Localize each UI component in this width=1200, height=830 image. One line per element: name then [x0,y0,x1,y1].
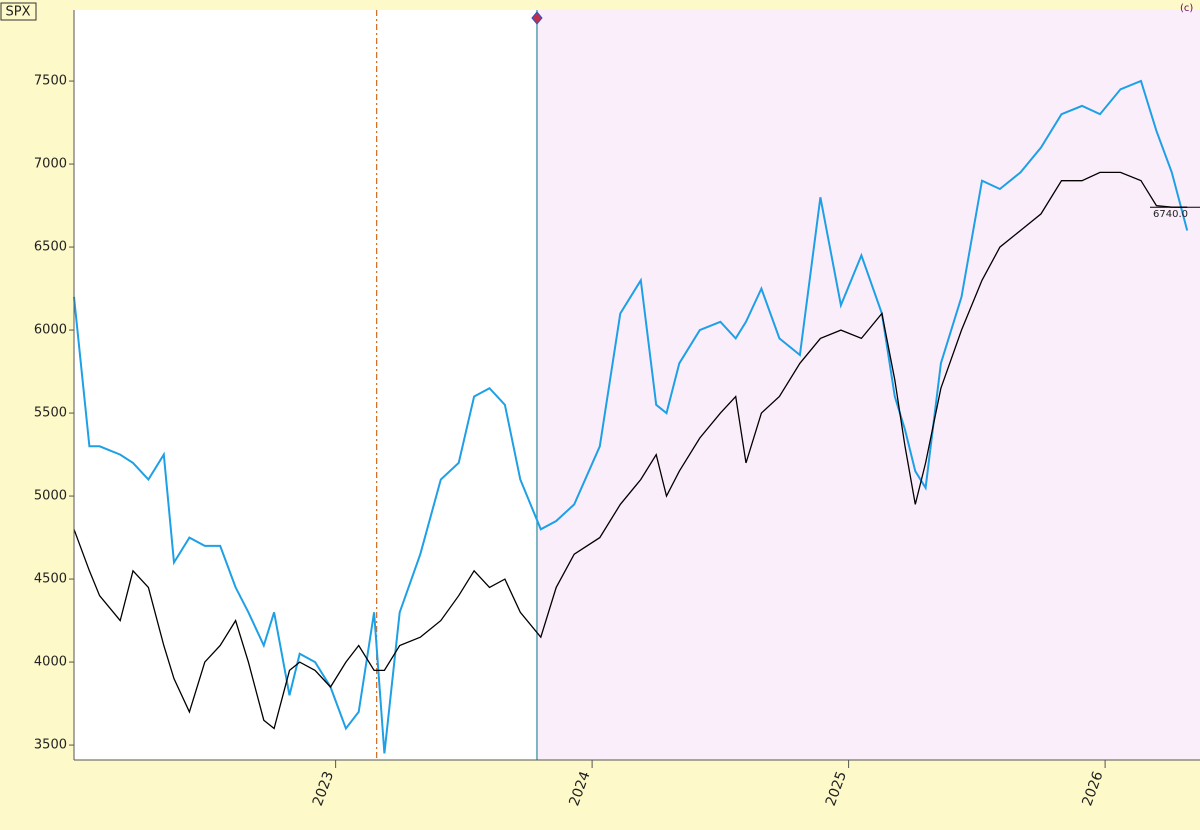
y-tick-label: 7000 [34,157,67,172]
plot [73,10,1200,760]
series-line [73,171,1188,730]
last-price-label: 6740.0 [1153,209,1188,220]
x-tick-label: 2023 [310,769,337,808]
y-tick-label: 6500 [34,240,67,255]
y-tick-label: 6000 [34,323,67,338]
shaded-region [536,10,1200,760]
x-tick-label: 2025 [823,769,850,808]
copyright: (c) [1180,3,1193,14]
y-tick-label: 5500 [34,406,67,421]
y-tick-label: 5000 [34,489,67,504]
y-tick-label: 4000 [34,655,67,670]
chart-title: SPX [6,5,31,20]
x-tick-label: 2024 [566,769,593,808]
x-tick-label: 2026 [1079,769,1106,808]
marker-handle [531,11,543,25]
y-tick-label: 4500 [34,572,67,587]
series-line [73,79,1189,754]
symbol-box [0,2,37,21]
y-tick-label: 3500 [34,738,67,753]
y-tick-label: 7500 [34,74,67,89]
